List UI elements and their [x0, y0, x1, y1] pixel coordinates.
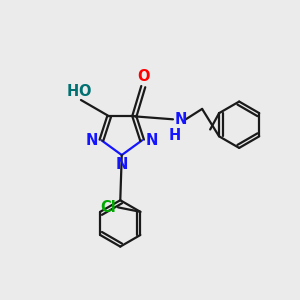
Text: H: H	[168, 128, 181, 142]
Text: O: O	[79, 83, 91, 98]
Text: N: N	[175, 112, 187, 127]
Text: N: N	[116, 158, 128, 172]
Text: N: N	[85, 133, 98, 148]
Text: O: O	[137, 69, 149, 84]
Text: Cl: Cl	[100, 200, 116, 215]
Text: N: N	[146, 133, 158, 148]
Text: H: H	[66, 83, 79, 98]
